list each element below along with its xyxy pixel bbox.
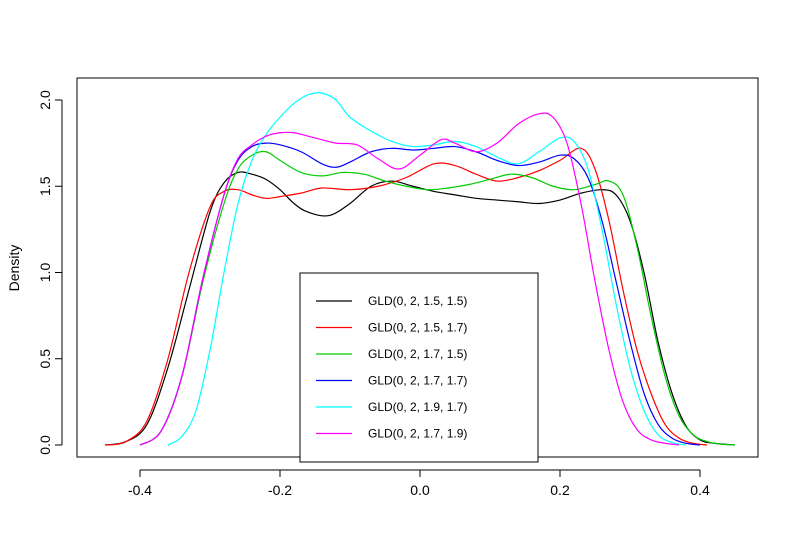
legend: GLD(0, 2, 1.5, 1.5) GLD(0, 2, 1.5, 1.7) GL… [299, 272, 539, 463]
y-tick-label: 2.0 [37, 90, 53, 110]
series-line-2 [104, 147, 708, 446]
curves-layer [104, 92, 736, 446]
x-tick-label: 0.4 [690, 482, 710, 498]
x-tick-label: 0.0 [410, 482, 430, 498]
legend-box [299, 272, 539, 463]
y-tick-label: 1.0 [37, 263, 53, 283]
series-line-1 [104, 171, 736, 446]
y-tick-label: 0.0 [37, 435, 53, 455]
legend-label: GLD(0, 2, 1.7, 1.7) [368, 374, 467, 388]
y-tick-label: 0.5 [37, 349, 53, 369]
y-axis-title: Density [6, 245, 22, 292]
x-tick-label: -0.4 [128, 482, 152, 498]
legend-label: GLD(0, 2, 1.7, 1.9) [368, 427, 467, 441]
x-tick-label: -0.2 [268, 482, 292, 498]
legend-label: GLD(0, 2, 1.5, 1.5) [368, 294, 467, 308]
legend-label: GLD(0, 2, 1.9, 1.7) [368, 400, 467, 414]
x-tick-label: 0.2 [550, 482, 570, 498]
legend-label: GLD(0, 2, 1.7, 1.5) [368, 347, 467, 361]
x-axis: -0.4 -0.2 0.0 0.2 0.4 [128, 469, 710, 498]
series-line-3 [139, 150, 736, 446]
series-line-6 [139, 112, 680, 446]
series-line-5 [167, 92, 687, 446]
legend-label: GLD(0, 2, 1.5, 1.7) [368, 321, 467, 335]
series-line-4 [139, 142, 701, 446]
y-axis: 0.0 0.5 1.0 1.5 2.0 [37, 90, 63, 455]
y-tick-label: 1.5 [37, 176, 53, 196]
